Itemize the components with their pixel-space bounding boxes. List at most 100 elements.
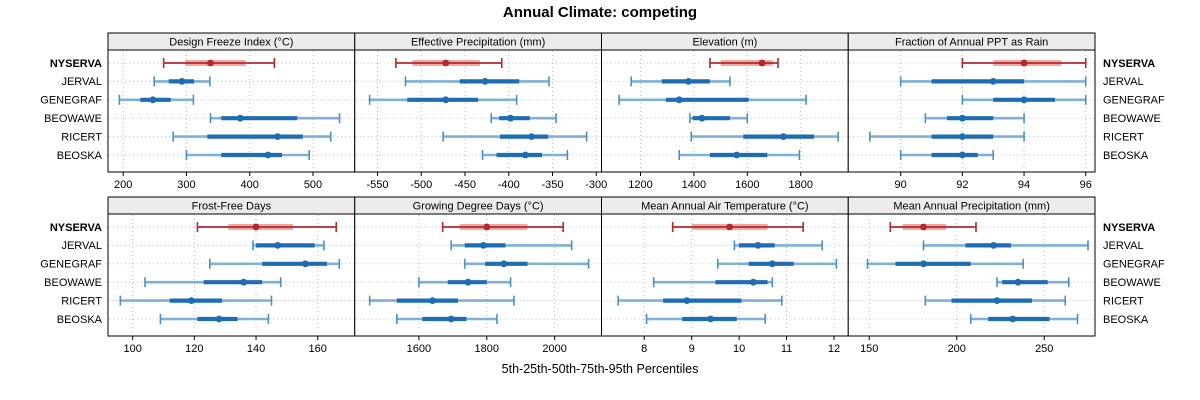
station-label-left: BEOWAWE — [44, 277, 102, 289]
median-dot — [479, 242, 487, 249]
series-jerval — [922, 240, 1089, 251]
median-dot — [683, 297, 691, 304]
median-dot — [442, 59, 450, 67]
series-ricert — [172, 131, 332, 142]
median-dot — [675, 96, 683, 104]
series-beoska — [396, 314, 498, 324]
series-beoska — [645, 314, 767, 324]
station-label-right: JERVAL — [1103, 240, 1144, 252]
station-label-right: RICERT — [1103, 295, 1144, 307]
panel-plot-area — [354, 49, 602, 173]
tick-label: -300 — [585, 179, 607, 191]
series-genegraf — [716, 258, 838, 269]
station-label-left: JERVAL — [61, 240, 102, 252]
median-dot — [989, 78, 997, 85]
series-nyserva — [961, 58, 1087, 68]
tick-label: 140 — [247, 343, 265, 355]
series-beoska — [185, 150, 310, 160]
tick-label: 1800 — [788, 179, 812, 191]
tick-label: 96 — [1080, 179, 1092, 191]
series-ricert — [442, 131, 588, 142]
series-beoska — [481, 150, 569, 160]
series-genegraf — [368, 94, 518, 105]
series-beowawe — [144, 277, 282, 288]
panel-plot-area — [847, 49, 1096, 173]
median-dot — [464, 278, 472, 286]
tick-label: 1800 — [475, 343, 499, 355]
median-dot — [528, 133, 535, 141]
station-label-right: BEOWAWE — [1103, 277, 1161, 289]
station-label-left: BEOWAWE — [44, 113, 102, 125]
median-dot — [215, 315, 223, 323]
panel-title: Growing Degree Days (°C) — [413, 201, 544, 213]
series-ricert — [924, 295, 1067, 306]
series-jerval — [252, 240, 325, 251]
tick-label: 400 — [241, 179, 259, 191]
median-dot — [920, 223, 927, 231]
median-dot — [779, 133, 787, 141]
tick-label: 1600 — [735, 179, 759, 191]
series-beowawe — [996, 277, 1070, 288]
tick-label: -550 — [366, 179, 388, 191]
panel-plot-area — [107, 49, 356, 173]
series-genegraf — [961, 94, 1087, 105]
series-ricert — [690, 131, 839, 142]
panel-title: Frost-Free Days — [192, 201, 272, 213]
median-dot — [264, 151, 272, 159]
median-dot — [733, 151, 741, 159]
series-beoska — [159, 314, 270, 324]
series-ricert — [617, 295, 783, 306]
median-dot — [1020, 59, 1028, 67]
median-dot — [483, 223, 491, 231]
series-genegraf — [866, 258, 1025, 269]
tick-label: 12 — [828, 343, 840, 355]
median-dot — [521, 151, 529, 159]
series-genegraf — [618, 94, 807, 105]
tick-label: 8 — [641, 343, 647, 355]
tick-label: 11 — [781, 343, 792, 355]
median-dot — [1014, 278, 1022, 286]
median-dot — [749, 278, 757, 286]
series-jerval — [153, 76, 211, 87]
tick-label: 2000 — [542, 343, 566, 355]
series-nyserva — [395, 58, 503, 68]
median-dot — [500, 260, 508, 268]
series-beowawe — [689, 113, 749, 124]
series-nyserva — [671, 222, 804, 232]
tick-label: 250 — [1035, 343, 1053, 355]
tick-label: 120 — [185, 343, 203, 355]
series-beowawe — [924, 113, 1025, 124]
median-dot — [252, 223, 260, 231]
series-nyserva — [196, 222, 338, 232]
panel-title: Fraction of Annual PPT as Rain — [895, 37, 1048, 49]
median-dot — [207, 59, 214, 67]
median-dot — [481, 78, 489, 85]
median-dot — [707, 315, 715, 323]
panel-elevation-m: Elevation (m) 1200 1400 1600 1800 — [601, 32, 849, 191]
tick-label: -450 — [454, 179, 476, 191]
tick-label: 1200 — [628, 179, 652, 191]
series-beowawe — [418, 277, 512, 288]
station-label-left: GENEGRAF — [40, 259, 102, 271]
panel-plot-area — [107, 213, 356, 337]
tick-label: 300 — [177, 179, 195, 191]
tick-label: 1600 — [407, 343, 431, 355]
station-label-right: BEOWAWE — [1103, 113, 1161, 125]
tick-label: 90 — [895, 179, 907, 191]
series-jerval — [630, 76, 731, 87]
tick-label: -500 — [410, 179, 432, 191]
median-dot — [698, 114, 706, 122]
station-label-left: RICERT — [61, 131, 102, 143]
station-label-right: GENEGRAF — [1103, 95, 1165, 107]
series-ricert — [368, 295, 515, 306]
panel-mean-annual-precipitation-mm: Mean Annual Precipitation (mm) 150 200 250 — [847, 196, 1096, 355]
panel-effective-precipitation-mm: Effective Precipitation (mm) -550 -500 -450… — [354, 32, 607, 191]
tick-label: 94 — [1018, 179, 1030, 191]
series-jerval — [899, 76, 1087, 87]
tick-label: 150 — [860, 343, 878, 355]
series-beowawe — [652, 277, 774, 288]
series-ricert — [119, 295, 273, 306]
panel-title: Elevation (m) — [692, 37, 757, 49]
